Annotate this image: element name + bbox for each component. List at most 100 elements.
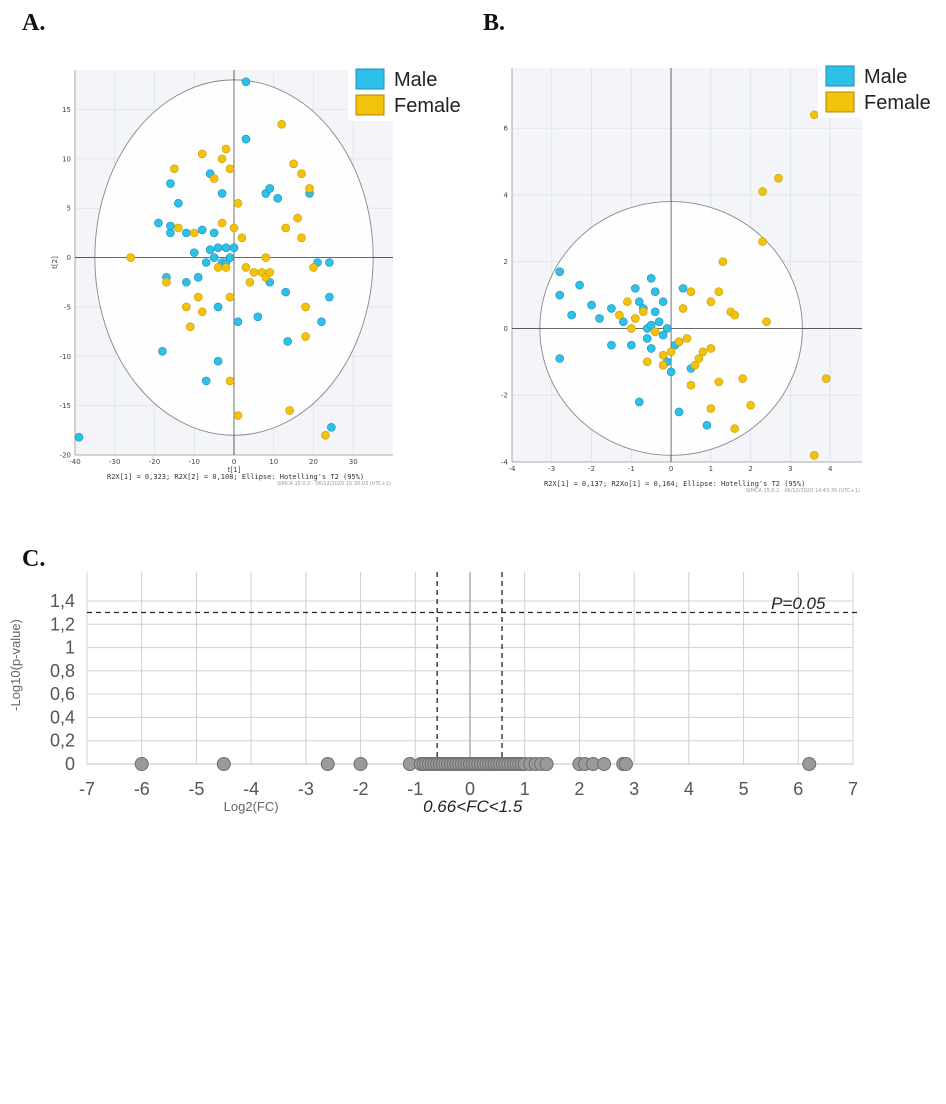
female-point	[277, 119, 287, 129]
volcano-point	[618, 757, 633, 771]
male-point	[325, 258, 334, 267]
x-tick-label: 3	[629, 779, 639, 799]
legend-swatch-female	[355, 94, 385, 116]
male-point	[317, 317, 326, 327]
female-point	[197, 307, 207, 317]
volcano-point	[802, 757, 817, 771]
female-point	[774, 173, 783, 183]
female-point	[746, 400, 755, 410]
legend-swatch-male	[355, 68, 385, 90]
x-tick-label: -2	[353, 779, 369, 799]
female-point	[217, 154, 227, 164]
x-tick-label: -20	[149, 458, 160, 466]
x-tick-label: -2	[588, 465, 595, 473]
x-tick-label: -4	[243, 779, 259, 799]
male-point	[213, 302, 223, 312]
male-point	[325, 292, 334, 302]
model-footer: R2X[1] = 0,137; R2Xo[1] = 0,164; Ellipse…	[544, 480, 805, 488]
male-point	[197, 225, 207, 235]
female-point	[321, 430, 330, 440]
male-point	[642, 334, 652, 343]
male-point	[283, 337, 292, 346]
male-point	[607, 340, 616, 350]
male-point	[702, 420, 712, 430]
male-point	[158, 347, 167, 356]
male-point	[166, 221, 175, 231]
female-point	[706, 297, 716, 307]
female-point	[718, 257, 728, 266]
male-point	[619, 317, 628, 327]
x-tick-label: -4	[509, 465, 517, 473]
female-point	[690, 360, 700, 370]
male-point	[587, 300, 596, 310]
female-point	[185, 322, 195, 331]
female-point	[706, 404, 716, 413]
male-point	[253, 312, 263, 322]
male-point	[327, 423, 336, 432]
male-point	[281, 287, 290, 297]
panel-label-a: A.	[22, 10, 46, 36]
male-point	[213, 356, 223, 366]
male-point	[74, 432, 84, 442]
x-tick-label: 1	[709, 465, 713, 473]
y-tick-label: 1,2	[50, 614, 75, 634]
female-point	[730, 310, 740, 320]
female-point	[821, 374, 831, 383]
female-point	[714, 287, 724, 297]
female-point	[674, 337, 684, 347]
female-point	[285, 406, 294, 415]
x-tick-label: -5	[188, 779, 204, 799]
male-point	[658, 330, 668, 340]
female-point	[297, 233, 306, 243]
male-point	[182, 277, 191, 287]
legend-swatch-male	[825, 65, 855, 87]
y-tick-label: 0	[504, 325, 508, 333]
volcano-point	[134, 757, 149, 771]
female-point	[698, 347, 708, 357]
legend-swatch-female	[825, 91, 855, 113]
female-point	[758, 187, 767, 196]
male-point	[205, 245, 215, 254]
x-tick-label: 1	[520, 779, 530, 799]
x-tick-label: 0	[232, 458, 236, 466]
volcano-point	[353, 757, 368, 771]
male-point	[189, 248, 199, 257]
male-point	[646, 320, 656, 330]
panel-label-c: C.	[22, 546, 46, 572]
x-tick-label: 7	[848, 779, 858, 799]
p-threshold-label: P=0.05	[771, 594, 826, 613]
y-tick-label: 0	[67, 254, 71, 262]
female-point	[638, 307, 648, 317]
male-point	[154, 218, 163, 228]
y-tick-label: 0,6	[50, 684, 75, 704]
female-point	[630, 314, 640, 323]
x-tick-label: -10	[189, 458, 200, 466]
male-point	[674, 407, 684, 417]
x-tick-label: 10	[269, 458, 278, 466]
male-point	[646, 274, 656, 283]
male-point	[225, 253, 235, 262]
y-tick-label: 2	[504, 258, 508, 266]
x-axis-label: t[1]	[228, 466, 241, 474]
y-tick-label: 4	[504, 191, 509, 199]
female-point	[666, 347, 676, 357]
male-point	[555, 354, 565, 363]
male-point	[233, 317, 243, 327]
x-tick-label: 4	[684, 779, 694, 799]
y-tick-label: 6	[504, 125, 509, 133]
x-tick-label: 2	[748, 465, 752, 473]
female-point	[714, 377, 724, 387]
female-point	[174, 223, 183, 233]
y-tick-label: 1	[65, 638, 75, 658]
male-point	[658, 297, 668, 307]
volcano-point	[539, 757, 554, 771]
y-tick-label: -5	[64, 303, 71, 311]
female-point	[217, 218, 227, 228]
female-point	[297, 169, 306, 178]
female-point	[623, 297, 632, 307]
male-point	[201, 376, 211, 386]
male-point	[627, 340, 636, 350]
male-point	[595, 314, 604, 323]
male-point	[654, 317, 664, 327]
